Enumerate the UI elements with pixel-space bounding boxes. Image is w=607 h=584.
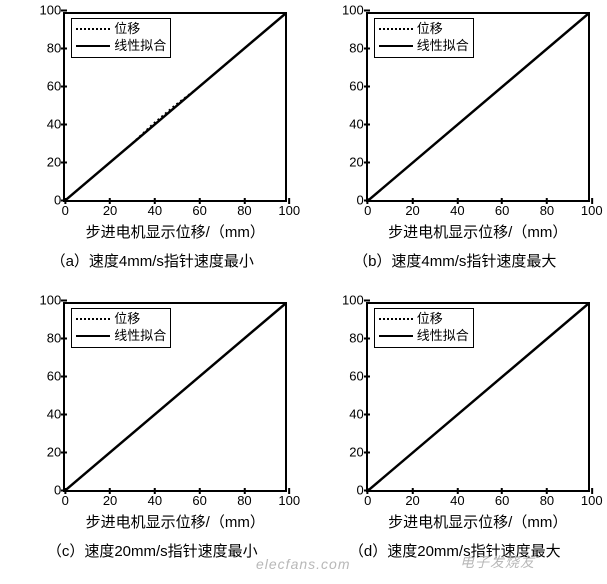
x-axis-label: 步进电机显示位移/（mm） bbox=[366, 511, 590, 532]
chart-wrap: 实验检测位移/（mm）020406080100020406080100位移线性拟… bbox=[310, 4, 600, 244]
plot-area: 020406080100020406080100位移线性拟合 bbox=[63, 12, 287, 202]
y-tick: 40 bbox=[349, 118, 367, 131]
solid-line-icon bbox=[76, 45, 110, 47]
x-tick: 60 bbox=[192, 490, 206, 507]
legend-row: 线性拟合 bbox=[76, 328, 166, 345]
x-tick: 60 bbox=[192, 200, 206, 217]
y-tick: 60 bbox=[349, 370, 367, 383]
x-tick: 100 bbox=[581, 200, 603, 217]
legend-label: 位移 bbox=[417, 311, 443, 328]
x-axis-label: 步进电机显示位移/（mm） bbox=[366, 221, 590, 242]
dotted-line-icon bbox=[76, 318, 110, 320]
chart-panel-d: 实验检测位移/（mm）020406080100020406080100位移线性拟… bbox=[305, 294, 606, 582]
watermark-text: 电子发烧友 bbox=[460, 552, 535, 572]
y-tick: 60 bbox=[349, 80, 367, 93]
legend-label: 线性拟合 bbox=[114, 38, 166, 55]
x-tick: 0 bbox=[62, 490, 69, 507]
solid-line-icon bbox=[76, 335, 110, 337]
y-tick: 20 bbox=[47, 156, 65, 169]
legend: 位移线性拟合 bbox=[374, 18, 474, 58]
legend-row: 位移 bbox=[379, 21, 469, 38]
legend-label: 线性拟合 bbox=[417, 38, 469, 55]
x-tick: 20 bbox=[405, 490, 419, 507]
panel-caption: （c）速度20mm/s指针速度最小 bbox=[47, 540, 258, 561]
dotted-line-icon bbox=[379, 318, 413, 320]
y-tick: 40 bbox=[349, 408, 367, 421]
x-tick: 60 bbox=[495, 490, 509, 507]
chart-panel-b: 实验检测位移/（mm）020406080100020406080100位移线性拟… bbox=[305, 4, 606, 292]
y-tick: 20 bbox=[47, 446, 65, 459]
legend-label: 位移 bbox=[114, 311, 140, 328]
dotted-line-icon bbox=[76, 28, 110, 30]
y-tick: 100 bbox=[40, 294, 66, 307]
dotted-line-icon bbox=[379, 28, 413, 30]
chart-grid: 实验检测位移/（mm）020406080100020406080100位移线性拟… bbox=[0, 0, 607, 584]
x-tick: 20 bbox=[103, 490, 117, 507]
solid-line-icon bbox=[379, 45, 413, 47]
y-tick: 100 bbox=[342, 294, 368, 307]
x-tick: 0 bbox=[364, 200, 371, 217]
x-tick: 60 bbox=[495, 200, 509, 217]
y-tick: 100 bbox=[40, 4, 66, 17]
solid-line-icon bbox=[379, 335, 413, 337]
x-tick: 40 bbox=[450, 490, 464, 507]
y-tick: 80 bbox=[349, 42, 367, 55]
legend-label: 位移 bbox=[114, 21, 140, 38]
chart-wrap: 实验检测位移/（mm）020406080100020406080100位移线性拟… bbox=[7, 294, 297, 534]
x-tick: 20 bbox=[405, 200, 419, 217]
legend-row: 位移 bbox=[379, 311, 469, 328]
legend-label: 线性拟合 bbox=[417, 328, 469, 345]
legend-row: 位移 bbox=[76, 21, 166, 38]
x-axis-label: 步进电机显示位移/（mm） bbox=[63, 511, 287, 532]
y-tick: 20 bbox=[349, 446, 367, 459]
plot-area: 020406080100020406080100位移线性拟合 bbox=[63, 302, 287, 492]
legend: 位移线性拟合 bbox=[374, 308, 474, 348]
y-tick: 40 bbox=[47, 118, 65, 131]
x-tick: 80 bbox=[237, 200, 251, 217]
plot-area: 020406080100020406080100位移线性拟合 bbox=[366, 12, 590, 202]
x-tick: 100 bbox=[581, 490, 603, 507]
y-tick: 80 bbox=[47, 42, 65, 55]
panel-caption: （a）速度4mm/s指针速度最小 bbox=[51, 250, 254, 271]
legend: 位移线性拟合 bbox=[71, 18, 171, 58]
legend-row: 线性拟合 bbox=[379, 328, 469, 345]
watermark-text: elecfans.com bbox=[256, 556, 350, 572]
x-tick: 40 bbox=[148, 200, 162, 217]
legend-row: 位移 bbox=[76, 311, 166, 328]
x-tick: 80 bbox=[540, 200, 554, 217]
x-tick: 40 bbox=[450, 200, 464, 217]
y-tick: 60 bbox=[47, 370, 65, 383]
x-axis-label: 步进电机显示位移/（mm） bbox=[63, 221, 287, 242]
y-tick: 80 bbox=[47, 332, 65, 345]
chart-panel-c: 实验检测位移/（mm）020406080100020406080100位移线性拟… bbox=[2, 294, 303, 582]
chart-panel-a: 实验检测位移/（mm）020406080100020406080100位移线性拟… bbox=[2, 4, 303, 292]
x-tick: 100 bbox=[278, 200, 300, 217]
legend-label: 线性拟合 bbox=[114, 328, 166, 345]
x-tick: 20 bbox=[103, 200, 117, 217]
x-tick: 0 bbox=[364, 490, 371, 507]
chart-wrap: 实验检测位移/（mm）020406080100020406080100位移线性拟… bbox=[7, 4, 297, 244]
legend: 位移线性拟合 bbox=[71, 308, 171, 348]
chart-wrap: 实验检测位移/（mm）020406080100020406080100位移线性拟… bbox=[310, 294, 600, 534]
legend-label: 位移 bbox=[417, 21, 443, 38]
y-tick: 20 bbox=[349, 156, 367, 169]
x-tick: 40 bbox=[148, 490, 162, 507]
y-tick: 40 bbox=[47, 408, 65, 421]
x-tick: 100 bbox=[278, 490, 300, 507]
x-tick: 80 bbox=[237, 490, 251, 507]
x-tick: 0 bbox=[62, 200, 69, 217]
x-tick: 80 bbox=[540, 490, 554, 507]
y-tick: 60 bbox=[47, 80, 65, 93]
y-tick: 80 bbox=[349, 332, 367, 345]
plot-area: 020406080100020406080100位移线性拟合 bbox=[366, 302, 590, 492]
legend-row: 线性拟合 bbox=[76, 38, 166, 55]
legend-row: 线性拟合 bbox=[379, 38, 469, 55]
panel-caption: （b）速度4mm/s指针速度最大 bbox=[353, 250, 556, 271]
y-tick: 100 bbox=[342, 4, 368, 17]
